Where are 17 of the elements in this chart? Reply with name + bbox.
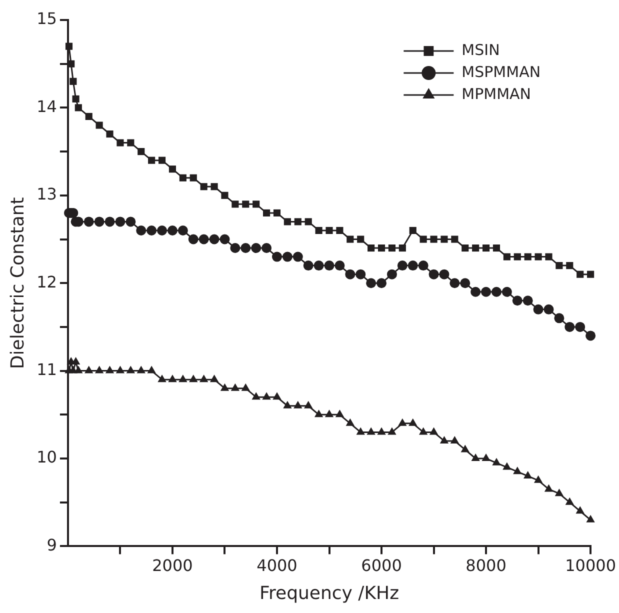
legend-label: MSIN: [462, 40, 500, 59]
legend-label: MSPMMAN: [462, 62, 541, 81]
x-tick-label: 2000: [152, 556, 193, 575]
x-tick-label: 4000: [256, 556, 298, 575]
y-tick-label: 11: [36, 360, 57, 379]
legend-label: MPMMAN: [462, 84, 532, 103]
y-tick-label: 12: [36, 272, 57, 292]
x-axis-title: Frequency /KHz: [259, 582, 400, 604]
x-tick-label: 6000: [361, 556, 402, 575]
x-tick-label: 10000: [565, 556, 616, 575]
y-tick-label: 9: [46, 535, 57, 554]
y-axis-title: Dielectric Constant: [7, 197, 28, 370]
y-tick-label: 15: [36, 9, 57, 28]
y-tick-label: 14: [36, 96, 57, 116]
y-tick-label: 10: [36, 448, 57, 467]
x-tick-label: 8000: [466, 556, 506, 575]
y-tick-label: 13: [36, 184, 57, 204]
